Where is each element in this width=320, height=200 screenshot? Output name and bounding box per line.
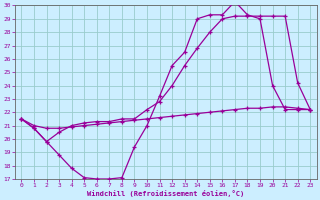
X-axis label: Windchill (Refroidissement éolien,°C): Windchill (Refroidissement éolien,°C) (87, 190, 244, 197)
